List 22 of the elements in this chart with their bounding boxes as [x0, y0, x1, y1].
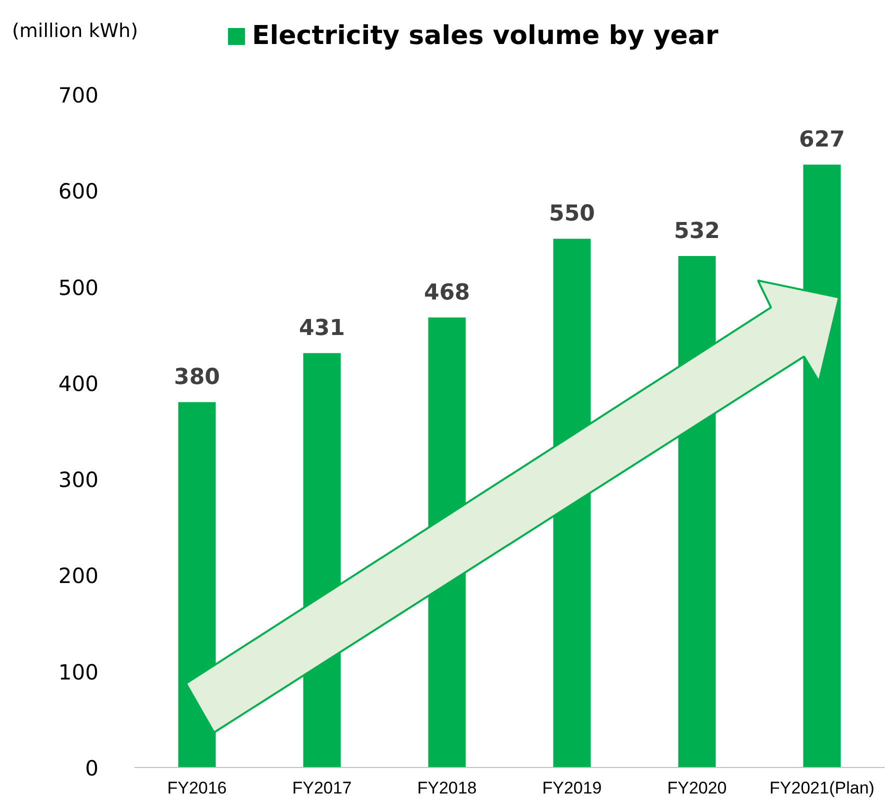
data-label: 627	[799, 128, 845, 153]
y-tick-label: 0	[85, 756, 99, 780]
y-axis-title: (million kWh)	[12, 19, 138, 44]
x-tick-label: FY2016	[167, 778, 227, 798]
x-tick-label: FY2018	[417, 778, 477, 798]
y-tick-label: 300	[58, 468, 99, 492]
x-tick-label: FY2019	[542, 778, 602, 798]
y-tick-label: 500	[58, 276, 99, 300]
data-label: 550	[549, 202, 595, 227]
y-tick-label: 200	[58, 564, 99, 588]
y-tick-label: 600	[58, 180, 99, 204]
data-label: 468	[424, 280, 470, 306]
x-tick-label: FY2017	[292, 778, 352, 798]
data-label: 380	[174, 365, 220, 390]
y-tick-label: 100	[58, 660, 99, 684]
data-label: 532	[674, 219, 720, 244]
x-tick-label: FY2020	[667, 778, 727, 798]
data-label: 431	[299, 316, 345, 342]
y-tick-label: 700	[58, 84, 99, 108]
y-tick-label: 400	[58, 372, 99, 396]
x-tick-label: FY2021(Plan)	[770, 778, 874, 798]
legend-label: Electricity sales volume by year	[252, 20, 718, 53]
